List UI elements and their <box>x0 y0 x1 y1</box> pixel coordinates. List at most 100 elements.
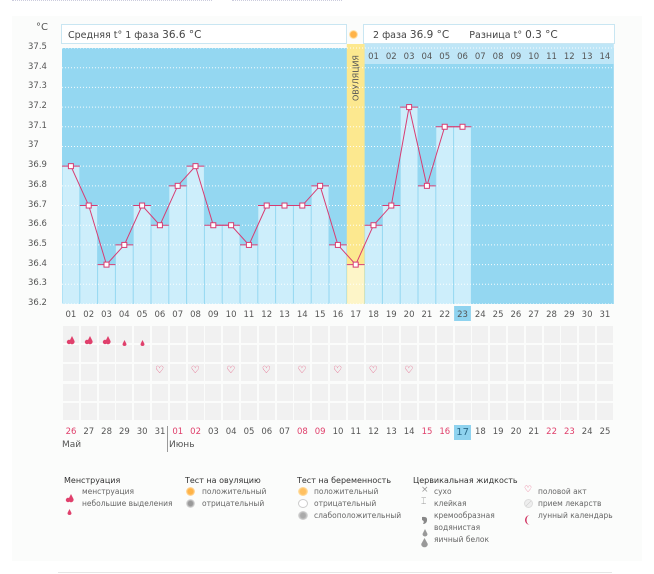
symptom-cell[interactable] <box>312 345 329 363</box>
calendar-date[interactable]: 30 <box>136 427 148 437</box>
symptom-cell[interactable] <box>579 402 596 420</box>
symptom-cell[interactable] <box>294 326 311 343</box>
symptom-cell[interactable] <box>436 364 453 382</box>
calendar-date[interactable]: 27 <box>83 427 95 437</box>
symptom-cell[interactable] <box>258 345 275 363</box>
symptom-cell[interactable] <box>223 364 240 382</box>
symptom-cell[interactable] <box>152 326 168 343</box>
symptom-cell[interactable] <box>63 345 79 363</box>
symptom-cell[interactable] <box>472 326 489 343</box>
symptom-cell[interactable] <box>419 383 435 401</box>
symptom-cell[interactable] <box>134 326 151 343</box>
calendar-date[interactable]: 24 <box>581 427 593 437</box>
symptom-cell[interactable] <box>63 364 79 382</box>
symptom-cell[interactable] <box>543 326 560 343</box>
symptom-cell[interactable] <box>330 402 346 420</box>
symptom-cell[interactable] <box>454 345 471 363</box>
symptom-cell[interactable] <box>258 383 275 401</box>
symptom-cell[interactable] <box>98 345 115 363</box>
symptom-cell[interactable] <box>383 326 400 343</box>
symptom-cell[interactable] <box>80 364 97 382</box>
calendar-date[interactable]: 29 <box>118 427 130 437</box>
symptom-cell[interactable] <box>205 326 222 343</box>
symptom-cell[interactable] <box>525 402 542 420</box>
symptom-cell[interactable] <box>205 345 222 363</box>
symptom-cell[interactable] <box>490 364 507 382</box>
symptom-cell[interactable] <box>436 383 453 401</box>
symptom-cell[interactable] <box>383 364 400 382</box>
symptom-cell[interactable] <box>508 402 524 420</box>
symptom-cell[interactable] <box>454 402 471 420</box>
calendar-date[interactable]: 18 <box>474 427 486 437</box>
symptom-cell[interactable] <box>472 364 489 382</box>
symptom-cell[interactable] <box>436 402 453 420</box>
symptom-cell[interactable] <box>347 364 364 382</box>
symptom-cell[interactable] <box>490 383 507 401</box>
symptom-cell[interactable] <box>312 326 329 343</box>
symptom-cell[interactable] <box>276 383 293 401</box>
symptom-cell[interactable] <box>134 364 151 382</box>
symptom-cell[interactable] <box>508 326 524 343</box>
symptom-cell[interactable] <box>241 402 257 420</box>
symptom-cell[interactable] <box>80 402 97 420</box>
symptom-cell[interactable] <box>525 345 542 363</box>
symptom-cell[interactable] <box>347 345 364 363</box>
symptom-cell[interactable] <box>223 326 240 343</box>
symptom-cell[interactable] <box>134 345 151 363</box>
symptom-cell[interactable] <box>63 402 79 420</box>
symptom-cell[interactable] <box>525 383 542 401</box>
symptom-cell[interactable] <box>365 364 382 382</box>
symptom-cell[interactable] <box>276 345 293 363</box>
symptom-cell[interactable] <box>330 326 346 343</box>
symptom-cell[interactable] <box>597 326 613 343</box>
calendar-date[interactable]: 09 <box>314 427 326 437</box>
symptom-cell[interactable] <box>401 345 418 363</box>
symptom-cell[interactable] <box>365 402 382 420</box>
symptom-cell[interactable] <box>116 326 133 343</box>
symptom-cell[interactable] <box>597 345 613 363</box>
symptom-cell[interactable] <box>116 402 133 420</box>
symptom-cell[interactable] <box>490 402 507 420</box>
symptom-cell[interactable] <box>294 383 311 401</box>
symptom-cell[interactable] <box>312 402 329 420</box>
calendar-date[interactable]: 25 <box>599 427 611 437</box>
symptom-cell[interactable] <box>597 364 613 382</box>
symptom-cell[interactable] <box>276 402 293 420</box>
symptom-cell[interactable] <box>187 345 204 363</box>
symptom-cell[interactable] <box>365 326 382 343</box>
symptom-cell[interactable] <box>169 345 186 363</box>
symptom-cell[interactable] <box>80 345 97 363</box>
symptom-cell[interactable] <box>419 402 435 420</box>
symptom-cell[interactable] <box>401 402 418 420</box>
symptom-cell[interactable] <box>187 402 204 420</box>
symptom-cell[interactable] <box>98 383 115 401</box>
calendar-date[interactable]: 01 <box>172 427 184 437</box>
symptom-cell[interactable] <box>294 402 311 420</box>
calendar-date[interactable]: 21 <box>528 427 540 437</box>
calendar-date[interactable]: 13 <box>385 427 397 437</box>
symptom-cell[interactable] <box>187 364 204 382</box>
calendar-date[interactable]: 04 <box>225 427 237 437</box>
symptom-cell[interactable] <box>347 326 364 343</box>
symptom-cell[interactable] <box>223 383 240 401</box>
symptom-cell[interactable] <box>80 326 97 343</box>
symptom-cell[interactable] <box>276 326 293 343</box>
symptom-cell[interactable] <box>365 383 382 401</box>
symptom-cell[interactable] <box>169 383 186 401</box>
symptom-cell[interactable] <box>205 402 222 420</box>
calendar-date[interactable]: 28 <box>101 427 112 437</box>
symptom-cell[interactable] <box>454 383 471 401</box>
calendar-date[interactable]: 07 <box>279 427 290 437</box>
symptom-cell[interactable] <box>579 326 596 343</box>
symptom-cell[interactable] <box>169 402 186 420</box>
symptom-cell[interactable] <box>294 345 311 363</box>
symptom-cell[interactable] <box>134 383 151 401</box>
symptom-cell[interactable] <box>419 364 435 382</box>
symptom-cell[interactable] <box>205 383 222 401</box>
symptom-cell[interactable] <box>597 383 613 401</box>
symptom-cell[interactable] <box>276 364 293 382</box>
symptom-cell[interactable] <box>63 383 79 401</box>
symptom-cell[interactable] <box>490 326 507 343</box>
symptom-cell[interactable] <box>152 364 168 382</box>
symptom-cell[interactable] <box>365 345 382 363</box>
